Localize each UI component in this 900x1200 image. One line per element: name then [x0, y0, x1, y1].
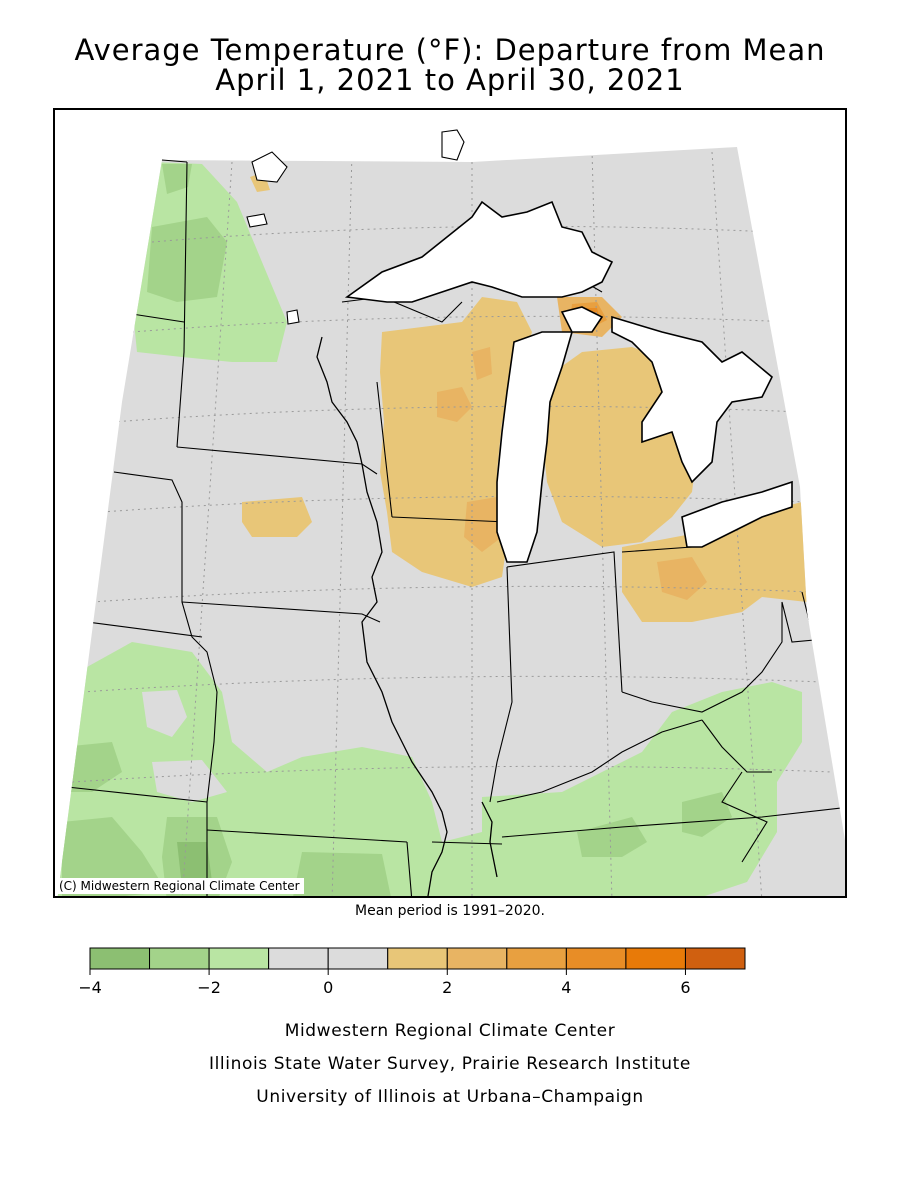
legend-tick-label: 0 [323, 978, 333, 997]
legend-bins [89, 947, 746, 970]
below-normal-area [62, 742, 122, 792]
above-normal-area [464, 497, 502, 552]
oh-mi-border [621, 546, 693, 553]
graticule [71, 149, 833, 896]
legend-ticks: −4 −2 0 2 4 6 [80, 969, 691, 997]
below-normal-area [177, 842, 212, 887]
va-border [721, 771, 768, 863]
upper-mississippi [316, 336, 363, 465]
il-in-border [489, 566, 513, 803]
below-normal-areas [57, 162, 802, 896]
lake-erie [681, 480, 793, 548]
mississippi-river [361, 463, 448, 896]
ky-north-border [496, 719, 703, 803]
below-normal-area [292, 852, 392, 896]
mean-period-note: Mean period is 1991–2020. [355, 903, 545, 919]
region-edge [161, 159, 188, 163]
lake-huron [611, 315, 773, 484]
ky-tn-border [501, 806, 845, 838]
map-panel[interactable]: (C) Midwestern Regional Climate Center [53, 108, 847, 898]
above-normal-area [657, 557, 707, 600]
nd-sd-border [131, 313, 185, 323]
credit-line-1: Midwestern Regional Climate Center [284, 1021, 616, 1041]
legend-bin [684, 947, 746, 970]
near-normal-pocket [142, 690, 187, 737]
legend-tick-label: −2 [197, 978, 221, 997]
legend-bin [149, 947, 210, 970]
ky-wv-border [701, 719, 772, 773]
map-title: Average Temperature (°F): Departure from… [74, 33, 826, 67]
legend-tick-label: 6 [680, 978, 690, 997]
temperature-departure-map [55, 110, 845, 896]
color-legend: −4 −2 0 2 4 6 [80, 947, 746, 997]
islands [246, 129, 465, 325]
above-normal-area [242, 497, 312, 537]
legend-tick-label: 4 [561, 978, 571, 997]
legend-tick-label: 2 [442, 978, 452, 997]
map-date-range: April 1, 2021 to April 30, 2021 [215, 63, 685, 97]
below-normal-area [482, 682, 802, 896]
great-lakes [344, 200, 793, 563]
legend-bin [506, 947, 567, 970]
lake-superior [344, 200, 614, 303]
ia-mo-border [181, 601, 381, 623]
credit-line-2: Illinois State Water Survey, Prairie Res… [209, 1054, 691, 1074]
lake-michigan [496, 331, 574, 563]
lake-nipigon [441, 129, 465, 161]
legend-bin [327, 947, 389, 970]
mo-ar-border [206, 829, 408, 843]
ks-ok-border [66, 786, 208, 803]
rivers [316, 336, 498, 896]
lake-of-the-woods [251, 151, 288, 183]
lake-huron-north-channel [560, 306, 604, 333]
legend-bin [89, 947, 151, 970]
legend-bin [268, 947, 329, 970]
ar-tn-border [406, 841, 413, 896]
lake-of-the-woods-island [286, 309, 300, 325]
legend-bin [565, 947, 627, 970]
legend-bin [387, 947, 448, 970]
red-lake [246, 213, 268, 228]
oh-river-border [621, 591, 815, 713]
below-normal-area [682, 792, 732, 837]
wi-il-border [391, 516, 508, 523]
legend-bin [446, 947, 508, 970]
below-normal-area [147, 217, 227, 302]
below-normal-area [162, 164, 192, 194]
above-normal-area [472, 347, 492, 380]
map-copyright: (C) Midwestern Regional Climate Center [57, 878, 304, 894]
in-oh-border [506, 551, 623, 693]
legend-bin [625, 947, 686, 970]
legend-bin [208, 947, 270, 970]
ia-ne-mo-border [113, 471, 218, 896]
above-normal-area [437, 387, 472, 422]
legend-tick-label: −4 [80, 978, 102, 997]
credit-line-3: University of Illinois at Urbana–Champai… [256, 1087, 644, 1107]
ne-ks-border [86, 621, 203, 638]
wi-mn-border [376, 381, 393, 518]
mn-west-border [176, 161, 188, 448]
kentucky-lake [481, 801, 498, 878]
